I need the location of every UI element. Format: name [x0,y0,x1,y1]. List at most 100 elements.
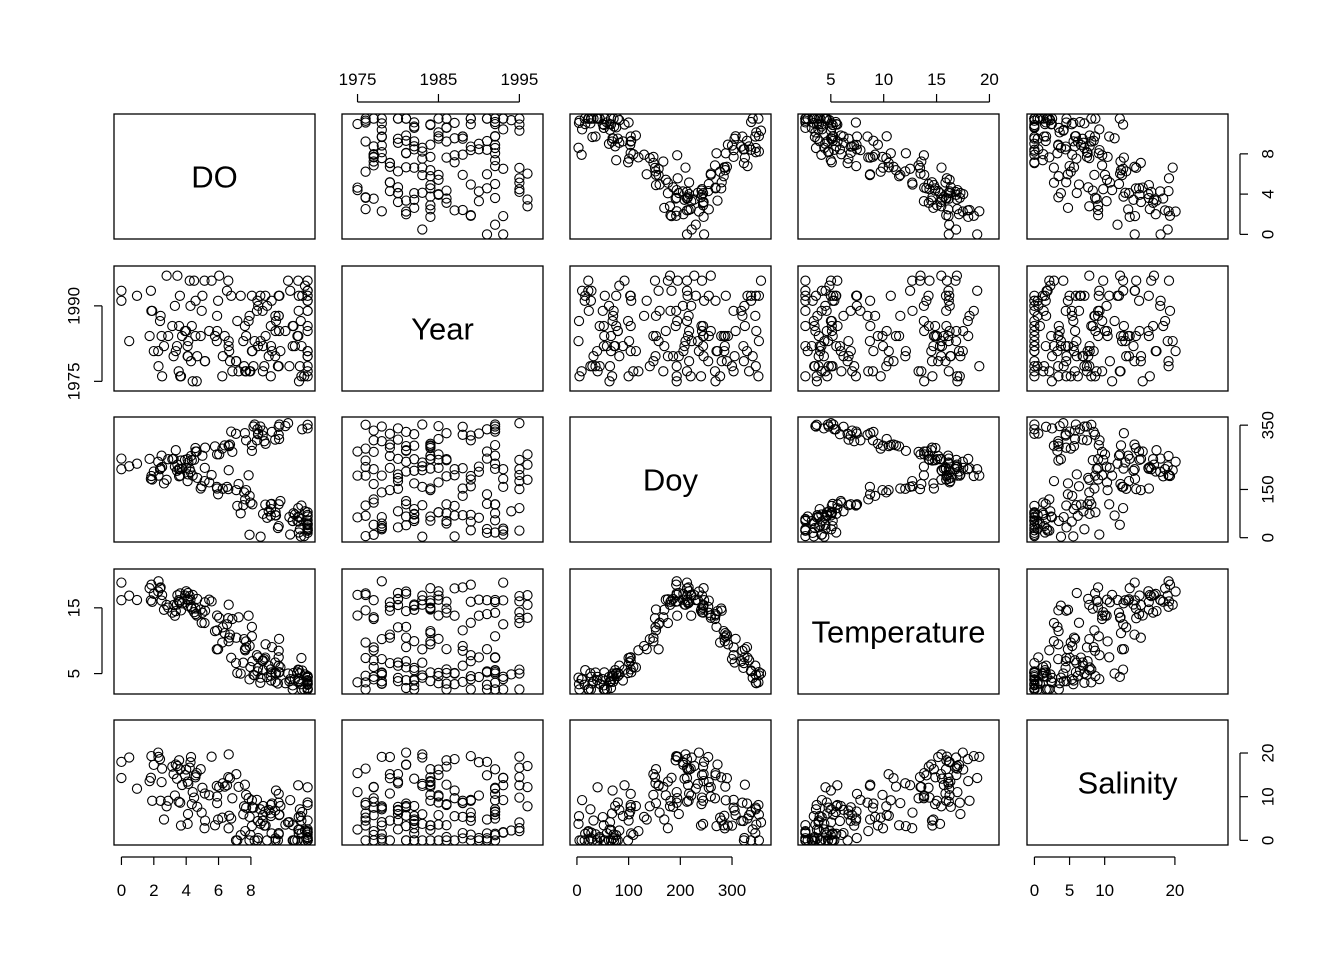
data-point [302,366,313,377]
data-point [465,835,476,846]
data-point [1048,475,1060,487]
data-point [514,125,525,136]
data-point [1044,152,1055,163]
data-point [696,798,707,810]
data-point [231,632,242,643]
data-point [376,206,387,217]
data-point [302,423,313,434]
data-point [1104,462,1116,474]
data-point [604,817,616,828]
data-point [1079,361,1090,372]
data-point [924,792,935,803]
data-point [745,116,757,128]
data-point [1088,135,1099,146]
data-point [441,761,452,772]
data-point [392,776,404,787]
data-point [285,285,296,296]
data-point [360,684,371,695]
data-point [417,835,428,846]
data-point [441,779,452,790]
data-point [245,497,256,508]
data-point [175,588,186,599]
tick-label: 20 [980,70,999,89]
data-point [293,677,305,688]
data-point [368,156,379,167]
data-point [116,772,127,784]
data-point [685,589,696,601]
data-point [1151,195,1162,206]
data-point [1130,330,1142,342]
data-point [441,152,452,163]
data-point [664,270,676,281]
data-point [302,519,313,530]
data-point [425,119,436,130]
data-point [360,835,371,846]
data-point [449,583,460,594]
data-point [522,612,533,623]
data-point [816,811,827,823]
data-point [352,446,363,457]
data-point [832,275,843,286]
data-point [1143,596,1154,608]
data-point [481,489,493,500]
data-point [1029,131,1040,143]
data-point [671,210,682,221]
data-point [625,652,636,663]
data-point [368,612,379,623]
data-point [831,800,842,812]
data-point [302,325,313,337]
data-point [188,792,200,803]
data-point [392,472,404,484]
data-point [158,478,170,489]
data-point [465,807,476,818]
data-point [1112,594,1123,606]
data-point [1099,325,1111,337]
data-point [211,335,222,347]
data-point [940,290,952,301]
data-point [604,824,615,835]
data-point [481,183,493,194]
data-point [686,335,697,347]
data-point [223,340,234,352]
data-point [1061,442,1072,453]
data-point [671,576,682,587]
data-point [1029,682,1040,694]
data-point [352,786,363,798]
data-point [703,595,714,606]
data-point [191,376,202,387]
data-point [900,445,912,457]
tick-label: 0 [1259,230,1278,239]
data-point [641,814,652,825]
data-point [591,835,603,846]
data-point [867,435,879,446]
data-point [753,666,765,678]
panel-frame [797,719,1000,846]
data-point [498,619,509,630]
data-point [400,445,412,456]
data-point [825,830,836,841]
data-point [710,376,721,387]
data-point [246,345,258,357]
data-point [809,522,821,534]
data-point [573,117,585,129]
data-point [924,275,935,286]
data-point [720,795,731,806]
data-point [211,791,223,802]
data-point [1106,470,1118,481]
data-point [233,478,244,490]
data-point [124,461,135,472]
data-point [232,500,243,512]
data-point [1064,290,1075,301]
data-point [1123,204,1134,215]
data-point [847,366,858,377]
data-point [417,531,428,542]
data-point [252,295,263,306]
data-point [1062,478,1074,489]
data-point [1068,162,1080,173]
data-point [158,814,170,825]
data-point [955,808,966,820]
data-point [671,376,682,387]
data-point [711,148,722,159]
data-point [514,664,525,675]
tick-label: 1975 [65,362,84,400]
